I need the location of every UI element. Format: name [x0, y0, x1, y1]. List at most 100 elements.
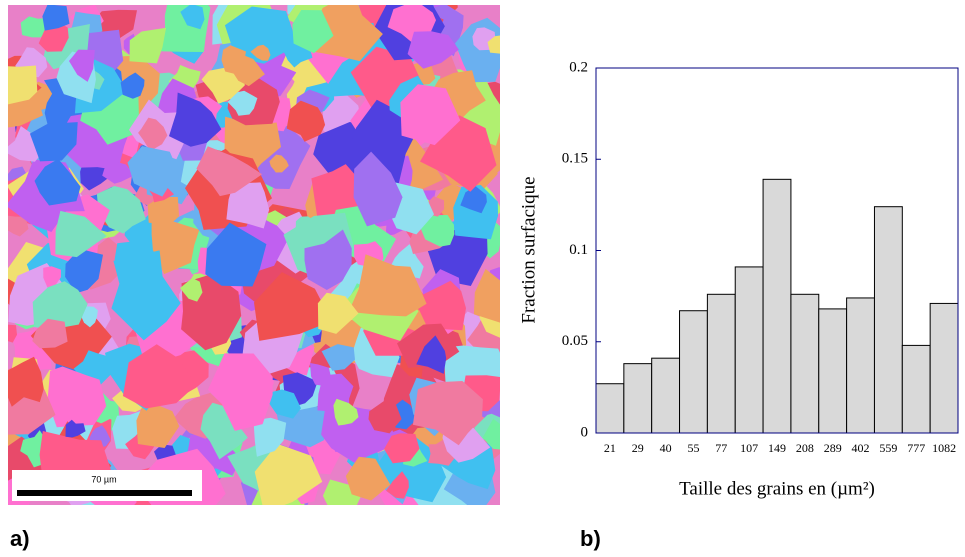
grain	[353, 151, 403, 227]
grain	[200, 402, 248, 460]
panel-label: a)	[10, 526, 30, 551]
grain	[473, 268, 500, 323]
bar	[595, 383, 625, 434]
scale-bar	[17, 490, 192, 496]
grain	[129, 27, 167, 64]
grain	[159, 5, 211, 52]
bar	[818, 308, 848, 434]
grain	[32, 281, 88, 329]
grain	[304, 229, 352, 290]
x-tick-label: 21	[604, 441, 616, 455]
grain	[42, 5, 70, 31]
grain	[43, 266, 61, 291]
grain	[412, 381, 483, 446]
grain	[8, 324, 17, 343]
grain	[120, 72, 145, 99]
grain	[136, 400, 180, 448]
y-tick-label: 0.1	[569, 242, 588, 258]
grain	[138, 117, 168, 151]
x-tick-label: 402	[852, 441, 870, 455]
grain	[55, 210, 107, 258]
grain	[416, 335, 447, 374]
grain	[420, 115, 497, 192]
grain	[487, 35, 500, 54]
grain	[419, 280, 466, 331]
grain	[96, 186, 146, 234]
x-tick-label: 29	[632, 441, 644, 455]
grain	[226, 182, 270, 229]
grain	[32, 318, 68, 349]
grain	[8, 356, 44, 407]
y-tick-label: 0	[581, 424, 589, 440]
grain	[224, 6, 298, 64]
panel-label: b)	[580, 526, 601, 551]
scale-label: 70 µm	[91, 474, 116, 484]
chart: 0 0.05 0.1 0.15 0.2 21 29 40 55 77 107 149 208 289 402…	[562, 59, 959, 455]
bar	[873, 206, 903, 434]
grain	[250, 44, 271, 61]
y-tick-label: 0.2	[569, 59, 588, 75]
bar	[846, 297, 875, 434]
grain	[169, 92, 222, 147]
grain	[20, 16, 49, 38]
bar	[790, 293, 820, 434]
grain	[460, 186, 487, 214]
bar	[706, 293, 736, 434]
grain	[345, 456, 391, 501]
y-tick-label: 0.15	[562, 151, 588, 167]
grain	[196, 146, 263, 197]
grain	[386, 471, 409, 499]
grain	[221, 45, 246, 75]
bar	[901, 344, 931, 434]
grain	[180, 278, 203, 302]
grain	[253, 417, 287, 457]
grain	[207, 353, 273, 431]
x-tick-label: 107	[740, 441, 758, 455]
grain	[147, 197, 180, 225]
grain	[80, 306, 98, 328]
y-tick-label: 0.05	[562, 333, 588, 349]
x-axis-label: Taille des grains en (µm²)	[679, 478, 875, 499]
x-tick-label: 777	[907, 441, 925, 455]
grain	[262, 389, 301, 419]
grain	[102, 161, 135, 184]
grain	[47, 366, 107, 428]
grain	[8, 126, 44, 162]
grain	[111, 250, 181, 341]
x-tick-label: 1082	[932, 441, 956, 455]
grain	[44, 90, 72, 130]
grain	[254, 443, 323, 505]
grain-map	[8, 5, 500, 505]
grain	[333, 398, 359, 426]
grain	[8, 215, 29, 237]
grain	[407, 31, 459, 69]
grain	[400, 84, 461, 146]
grain	[317, 292, 359, 334]
y-axis-label: Fraction surfacique	[518, 176, 539, 323]
grain	[65, 248, 103, 294]
bar	[623, 363, 653, 434]
grain	[384, 433, 420, 464]
x-tick-label: 77	[715, 441, 727, 455]
grain	[205, 222, 267, 287]
grain	[29, 122, 78, 162]
x-tick-label: 40	[660, 441, 672, 455]
grain	[322, 479, 363, 505]
grain	[8, 65, 38, 105]
grain	[368, 401, 402, 434]
grain	[65, 419, 86, 438]
grain	[151, 207, 200, 275]
x-tick-label: 559	[879, 441, 897, 455]
grain	[227, 90, 258, 116]
bar	[734, 266, 764, 434]
grain	[269, 154, 289, 173]
grain	[419, 215, 455, 247]
grain	[292, 10, 334, 54]
grain	[201, 67, 245, 104]
grain	[180, 5, 205, 30]
grain	[321, 344, 355, 371]
x-tick-label: 289	[824, 441, 842, 455]
grain	[348, 254, 427, 317]
bar	[651, 357, 681, 434]
